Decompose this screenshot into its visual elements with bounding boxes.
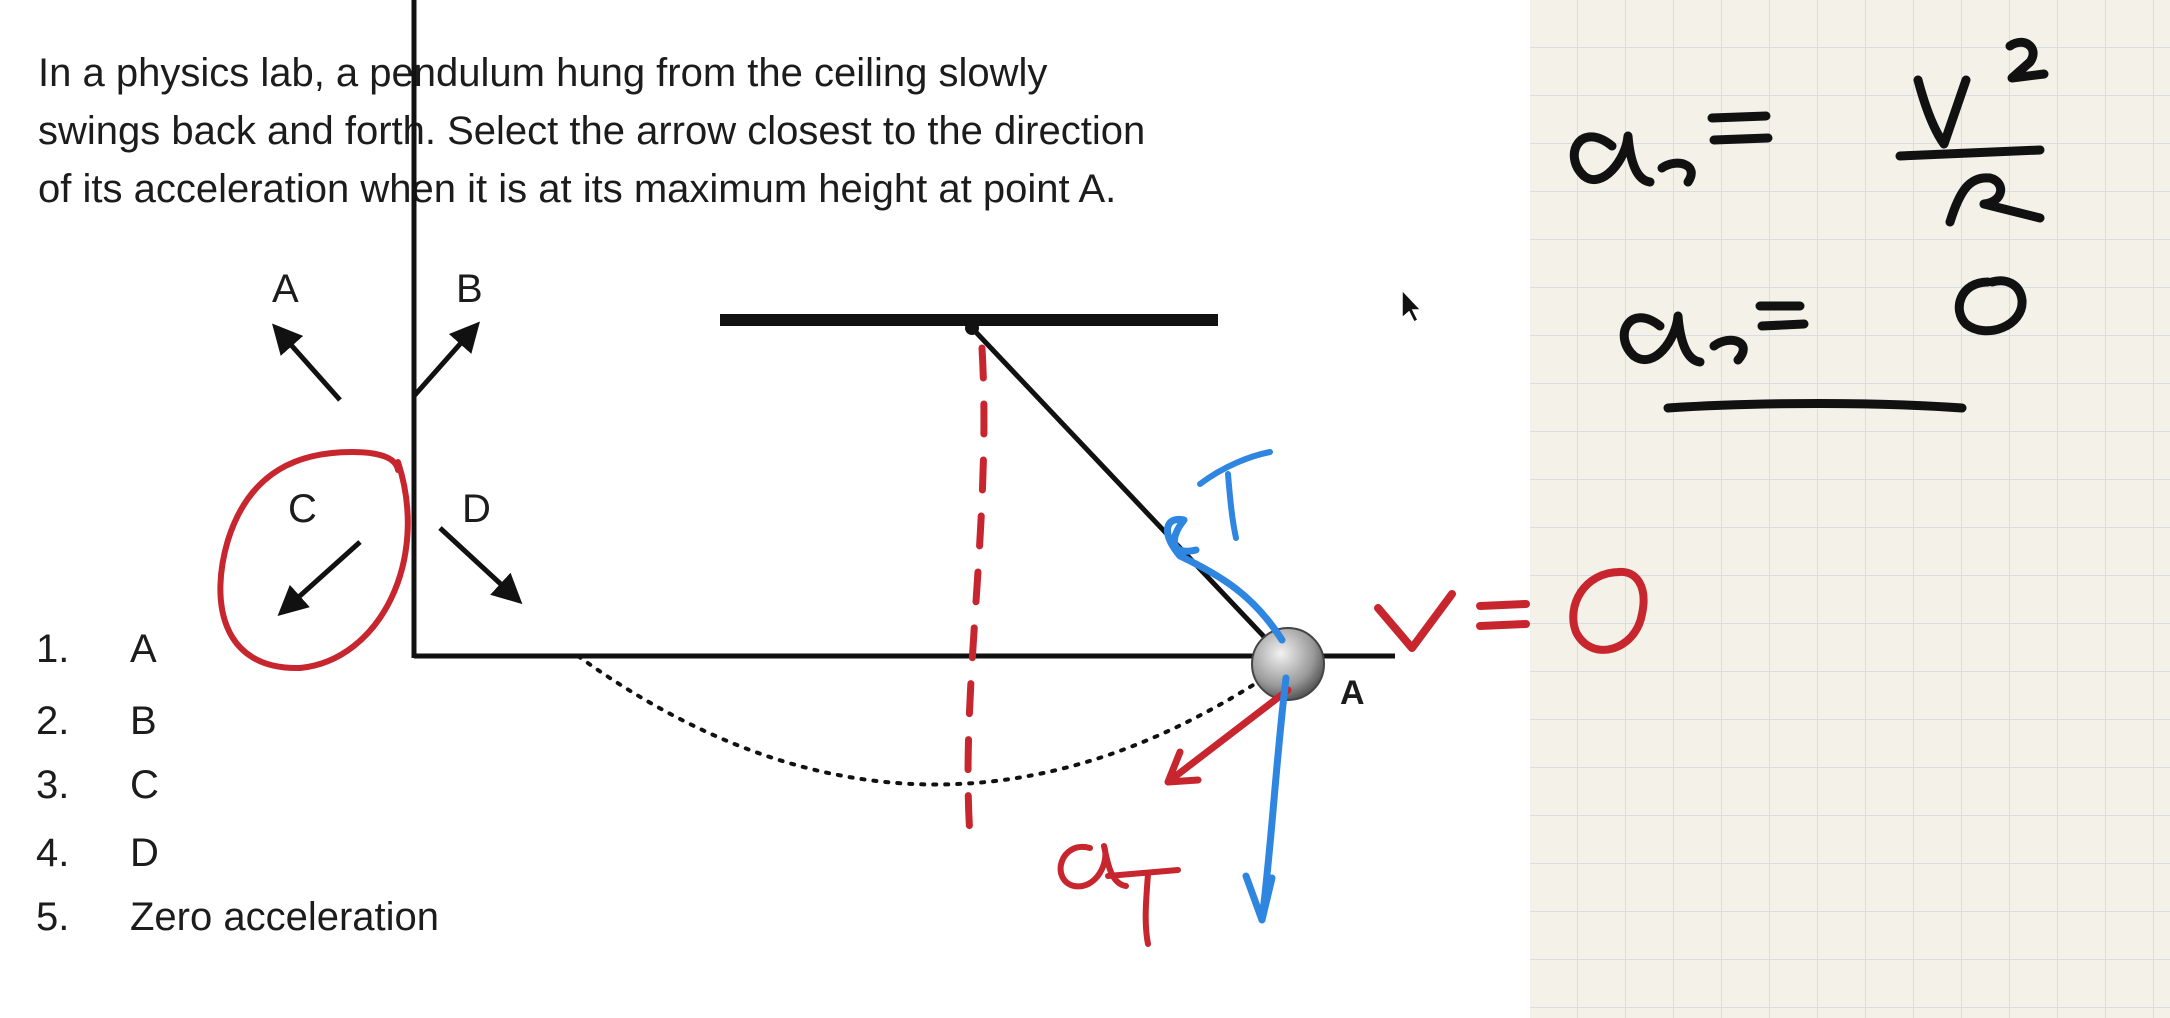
answer-arrows: A B C D (272, 267, 523, 617)
svg-text:1.: 1. (36, 627, 69, 671)
formula-ac-v2-over-r (1569, 37, 2049, 227)
arrow-label-d: D (462, 487, 491, 531)
svg-text:3.: 3. (36, 763, 69, 807)
arrow-label-b: B (456, 267, 483, 311)
underline (1663, 399, 1967, 413)
formula-ac-equals-zero (1619, 276, 2027, 367)
svg-text:D: D (130, 831, 159, 875)
arrow-d (438, 526, 523, 605)
question-text: In a physics lab, a pendulum hung from t… (38, 51, 1145, 211)
svg-text:4.: 4. (36, 831, 69, 875)
handwritten-formulas (1569, 37, 2049, 413)
svg-text:of its acceleration when it is: of its acceleration when it is at its ma… (38, 167, 1116, 211)
arrow-label-a: A (272, 267, 299, 311)
options-list: 1. A 2. B 3. C 4. D 5. Zero acceleration (36, 627, 439, 939)
a-t-label (1057, 843, 1181, 947)
svg-text:C: C (130, 763, 159, 807)
svg-text:5.: 5. (36, 895, 69, 939)
pendulum-diagram: A (576, 314, 1365, 787)
arrow-b (412, 321, 480, 398)
gravity-arrow (1242, 674, 1290, 924)
arrow-c (277, 540, 362, 617)
svg-text:A: A (130, 627, 157, 671)
tension-label-t (1197, 449, 1273, 541)
tension-arrow (1164, 515, 1286, 644)
svg-text:Zero acceleration: Zero acceleration (130, 895, 439, 939)
arrow-label-c: C (288, 487, 317, 531)
arrow-a (272, 323, 342, 402)
swing-path (576, 654, 1290, 787)
pendulum-string (970, 326, 1290, 664)
svg-text:B: B (130, 699, 157, 743)
red-annotations (217, 344, 1648, 947)
circle-around-c (217, 449, 411, 672)
pendulum-bob (1251, 627, 1325, 701)
tangent-arrow (1164, 686, 1292, 786)
svg-text:2.: 2. (36, 699, 69, 743)
vertical-dashed-line (964, 344, 988, 840)
v-equals-zero (1374, 567, 1648, 654)
mouse-cursor-icon (1401, 288, 1423, 324)
point-a-label: A (1340, 674, 1365, 712)
blue-annotations (1164, 449, 1290, 924)
svg-text:In a physics lab, a pendulum h: In a physics lab, a pendulum hung from t… (38, 51, 1047, 95)
svg-text:swings back and forth. Select: swings back and forth. Select the arrow … (38, 109, 1145, 153)
